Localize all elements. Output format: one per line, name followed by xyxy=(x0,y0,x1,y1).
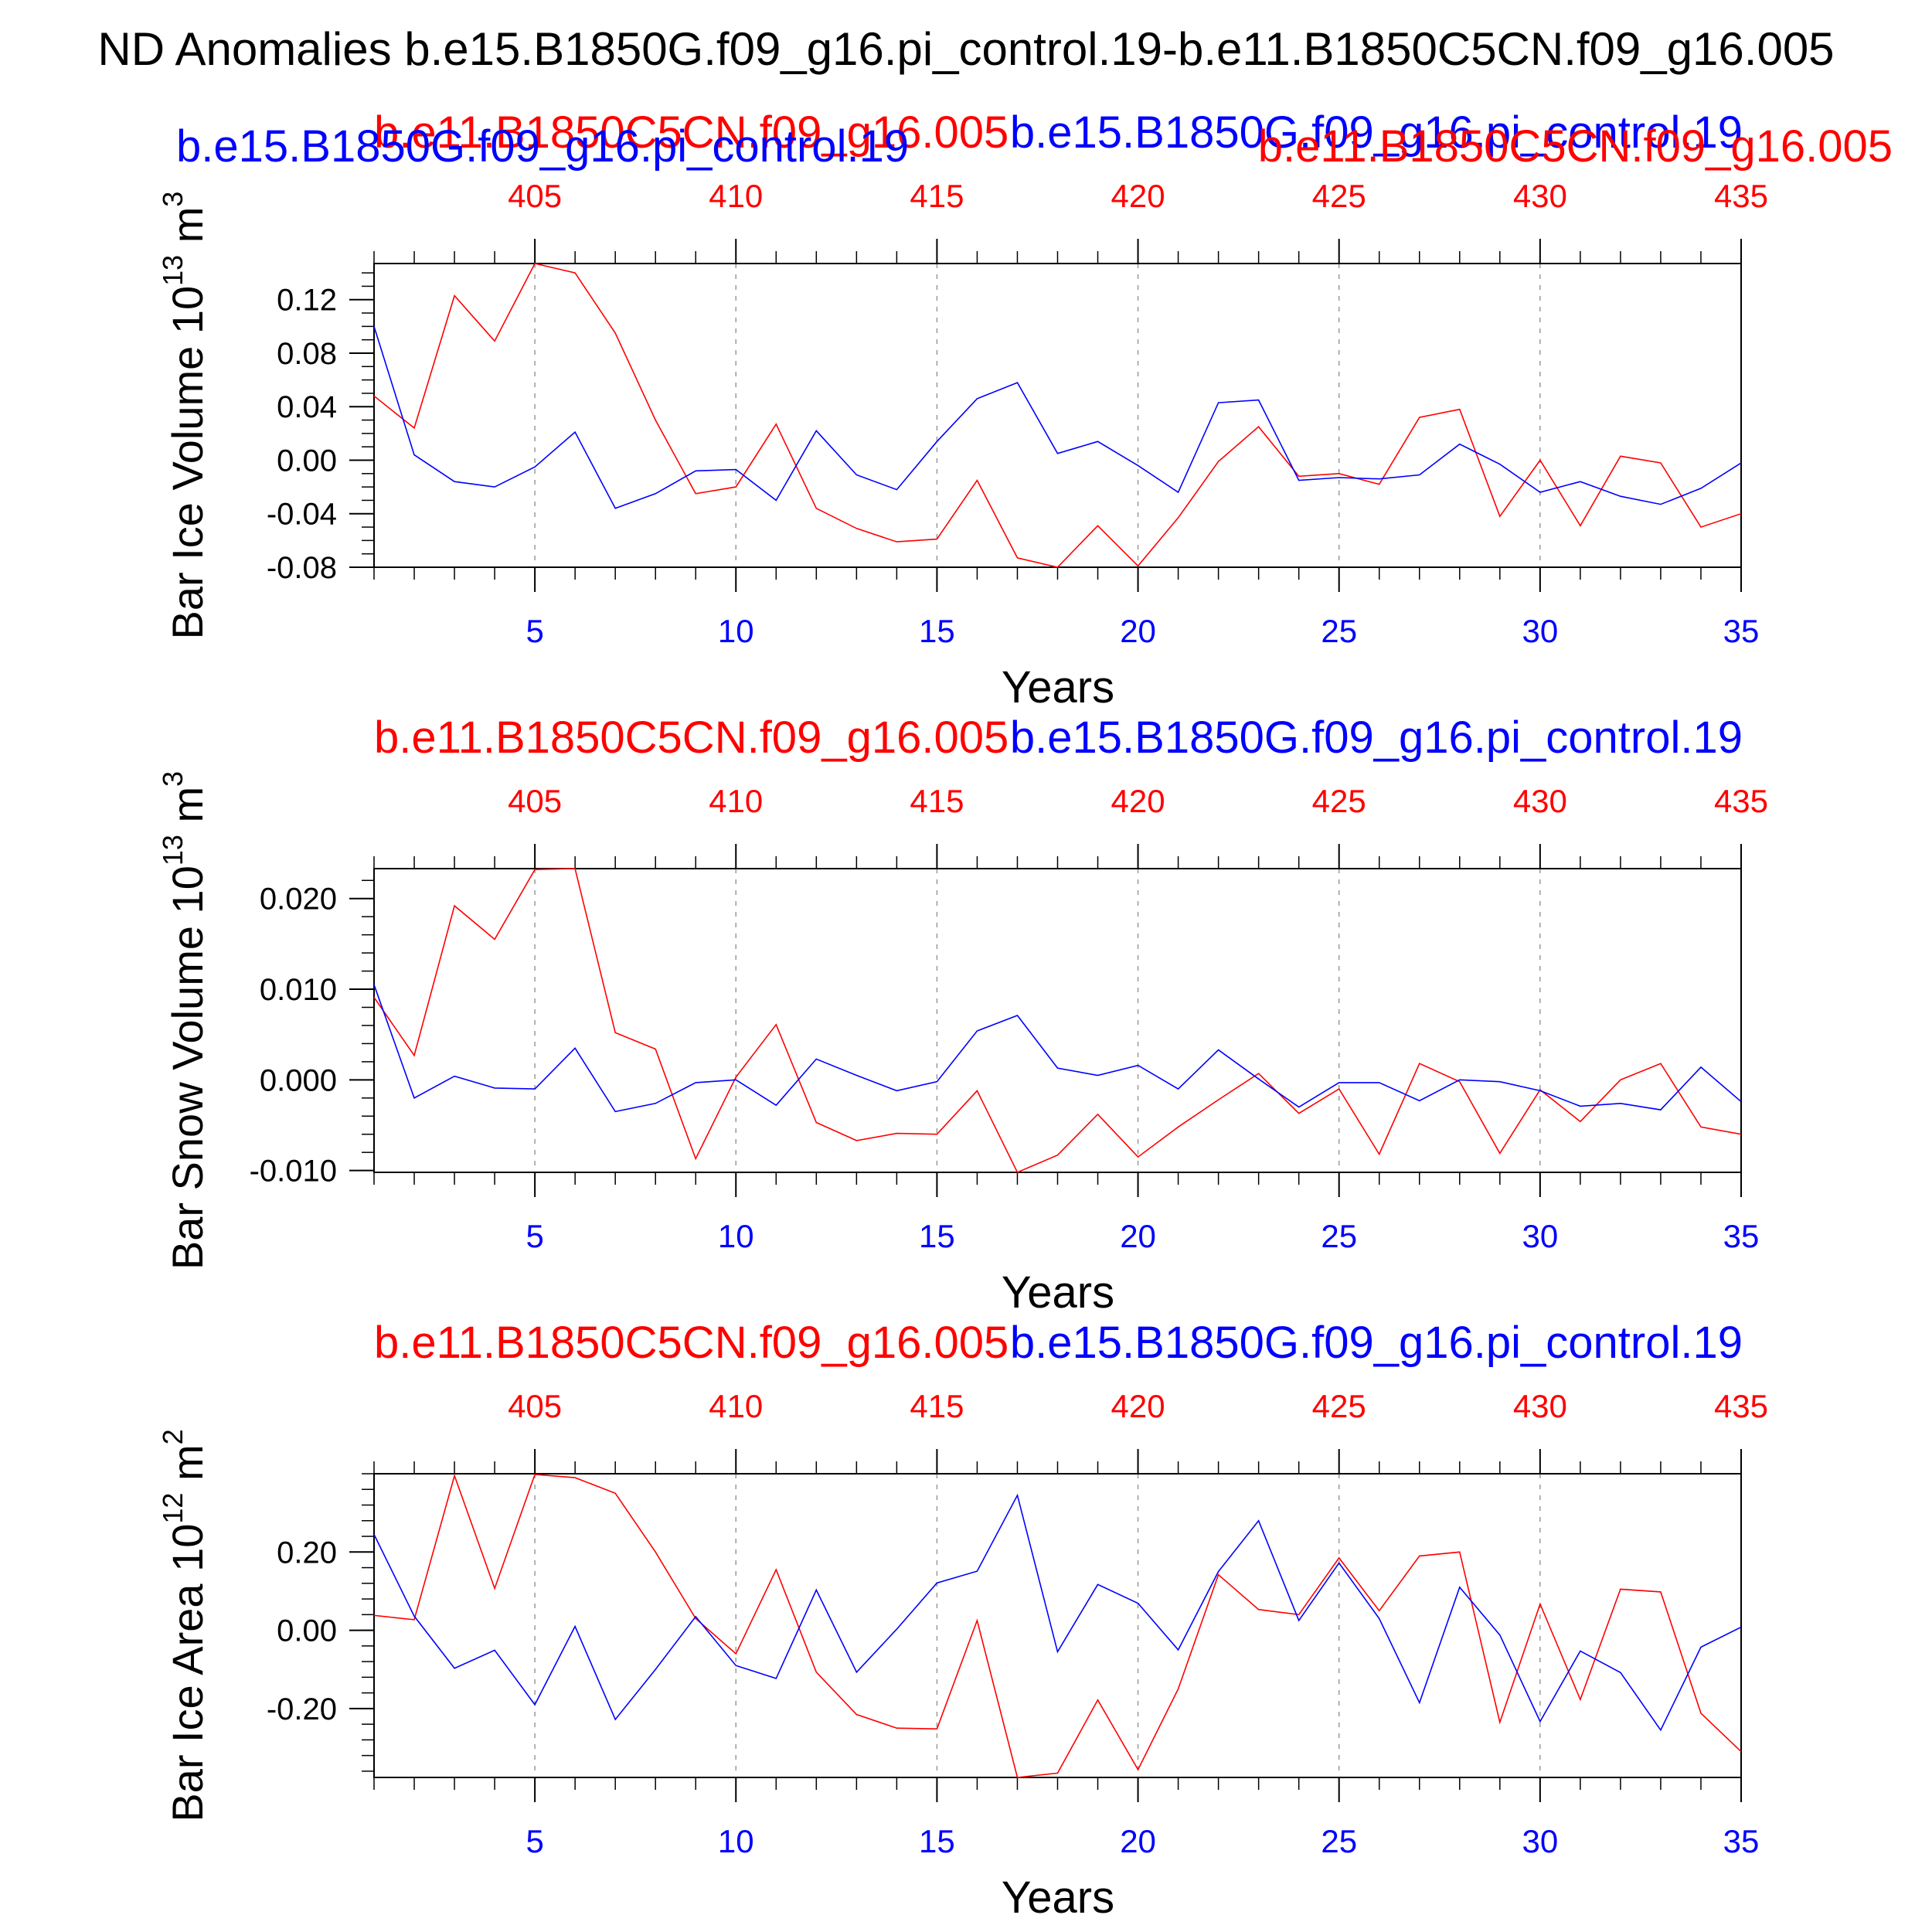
x-tick-label-top: 415 xyxy=(910,178,964,214)
x-tick-label-bottom: 25 xyxy=(1321,613,1357,649)
series-line-red xyxy=(374,1473,1741,1778)
series-line-blue xyxy=(374,1493,1741,1732)
x-tick-label-bottom: 10 xyxy=(718,1218,754,1254)
x-tick-label-bottom: 35 xyxy=(1723,1823,1760,1859)
x-axis-label: Years xyxy=(1002,1267,1114,1318)
plot-frame xyxy=(373,1473,1742,1778)
y-axis-label: Bar Snow Volume 1013 m3 xyxy=(157,771,212,1270)
x-tick-label-bottom: 15 xyxy=(919,1823,955,1859)
x-tick-label-top: 420 xyxy=(1111,783,1165,819)
y-axis-label-unit-exponent: 3 xyxy=(157,192,189,207)
x-tick-label-top: 405 xyxy=(508,1388,562,1424)
x-tick-label-bottom: 10 xyxy=(718,1823,754,1859)
plot-frame xyxy=(373,263,1742,568)
y-axis-label-unit-exponent: 2 xyxy=(157,1429,189,1444)
x-tick-label-top: 420 xyxy=(1111,178,1165,214)
x-tick-label-top: 405 xyxy=(508,783,562,819)
x-tick-label-top: 410 xyxy=(709,783,763,819)
y-tick-label: 0.010 xyxy=(260,973,337,1007)
x-tick-label-bottom: 30 xyxy=(1522,1218,1558,1254)
series-line-red xyxy=(374,868,1741,1174)
x-tick-label-top: 435 xyxy=(1714,783,1768,819)
y-axis-label-exponent: 12 xyxy=(157,1493,189,1524)
y-tick-label: 0.00 xyxy=(277,444,337,478)
red-series-title: b.e11.B1850C5CN.f09_g16.005 xyxy=(374,107,1009,158)
x-tick-label-top: 415 xyxy=(910,1388,964,1424)
x-tick-label-top: 430 xyxy=(1513,783,1567,819)
y-tick-label: 0.08 xyxy=(277,337,337,371)
x-tick-label-bottom: 5 xyxy=(526,1218,543,1254)
y-axis-label-unit: m xyxy=(163,207,212,255)
x-tick-label-bottom: 20 xyxy=(1120,1823,1156,1859)
figure-title: ND Anomalies b.e15.B1850G.f09_g16.pi_con… xyxy=(97,23,1834,75)
series-line-red xyxy=(374,263,1741,568)
y-axis-label: Bar Ice Volume 1013 m3 xyxy=(157,192,212,640)
y-axis-label-unit: m xyxy=(163,1444,212,1492)
x-tick-label-top: 405 xyxy=(508,178,562,214)
chart-panel-2: -0.010 0.000 0.010 0.020 5 405 10 410 15 415 20 420… xyxy=(157,713,1768,1318)
x-tick-label-top: 420 xyxy=(1111,1388,1165,1424)
y-axis-label-exponent: 13 xyxy=(157,255,189,286)
y-axis-label-unit-exponent: 3 xyxy=(157,771,189,787)
blue-series-title: b.e15.B1850G.f09_g16.pi_control.19 xyxy=(1010,713,1743,763)
x-tick-label-bottom: 5 xyxy=(526,613,543,649)
y-axis-label: Bar Ice Area 1012 m2 xyxy=(157,1429,212,1821)
x-tick-label-bottom: 35 xyxy=(1723,1218,1760,1254)
y-axis-label-exponent: 13 xyxy=(157,835,189,866)
x-tick-label-bottom: 15 xyxy=(919,613,955,649)
y-tick-label: -0.08 xyxy=(267,551,337,585)
blue-series-title: b.e15.B1850G.f09_g16.pi_control.19 xyxy=(1010,1318,1743,1368)
x-tick-label-top: 435 xyxy=(1714,178,1768,214)
x-tick-label-top: 425 xyxy=(1312,1388,1366,1424)
series-line-blue xyxy=(374,984,1741,1113)
x-tick-label-top: 425 xyxy=(1312,178,1366,214)
x-tick-label-bottom: 5 xyxy=(526,1823,543,1859)
y-tick-label: 0.12 xyxy=(277,284,337,318)
overlay-blue-title: b.e15.B1850G.f09_g16.pi_control.19 xyxy=(176,121,909,172)
plot-frame xyxy=(373,868,1742,1173)
overlay-red-title: b.e11.B1850C5CN.f09_g16.005 xyxy=(1258,121,1893,172)
y-axis-label-text: Bar Ice Volume 10 xyxy=(163,286,212,640)
x-tick-label-bottom: 35 xyxy=(1723,613,1760,649)
y-tick-label: 0.00 xyxy=(277,1614,337,1648)
x-tick-label-bottom: 30 xyxy=(1522,613,1558,649)
red-series-title: b.e11.B1850C5CN.f09_g16.005 xyxy=(374,1318,1009,1368)
x-axis-label: Years xyxy=(1002,662,1114,713)
y-tick-label: 0.020 xyxy=(260,883,337,917)
x-tick-label-top: 410 xyxy=(709,1388,763,1424)
x-axis-label: Years xyxy=(1002,1872,1114,1923)
x-tick-label-top: 425 xyxy=(1312,783,1366,819)
x-tick-label-bottom: 20 xyxy=(1120,1218,1156,1254)
y-axis-label-text: Bar Ice Area 10 xyxy=(163,1524,212,1822)
y-tick-label: 0.04 xyxy=(277,390,337,424)
x-tick-label-bottom: 30 xyxy=(1522,1823,1558,1859)
red-series-title: b.e11.B1850C5CN.f09_g16.005 xyxy=(374,713,1009,763)
x-tick-label-top: 430 xyxy=(1513,178,1567,214)
x-tick-label-top: 435 xyxy=(1714,1388,1768,1424)
x-tick-label-top: 410 xyxy=(709,178,763,214)
chart-panel-1: -0.08 -0.04 0.00 0.04 0.08 0.12 5 405 10 410 15 415… xyxy=(157,107,1893,713)
x-tick-label-bottom: 25 xyxy=(1321,1218,1357,1254)
x-tick-label-bottom: 10 xyxy=(718,613,754,649)
x-tick-label-bottom: 15 xyxy=(919,1218,955,1254)
x-tick-label-top: 415 xyxy=(910,783,964,819)
x-tick-label-top: 430 xyxy=(1513,1388,1567,1424)
y-axis-label-text: Bar Snow Volume 10 xyxy=(163,866,212,1270)
y-tick-label: -0.20 xyxy=(267,1692,337,1726)
y-tick-label: 0.000 xyxy=(260,1063,337,1097)
series-line-blue xyxy=(374,326,1741,509)
x-tick-label-bottom: 20 xyxy=(1120,613,1156,649)
y-axis-label-unit: m xyxy=(163,787,212,835)
x-tick-label-bottom: 25 xyxy=(1321,1823,1357,1859)
y-tick-label: 0.20 xyxy=(277,1536,337,1570)
blue-series-title: b.e15.B1850G.f09_g16.pi_control.19 xyxy=(1010,107,1743,158)
y-tick-label: -0.04 xyxy=(267,498,337,532)
chart-panel-3: -0.20 0.00 0.20 5 405 10 410 15 415 20 420 25 425 30 4… xyxy=(157,1318,1768,1923)
y-tick-label: -0.010 xyxy=(250,1155,337,1189)
